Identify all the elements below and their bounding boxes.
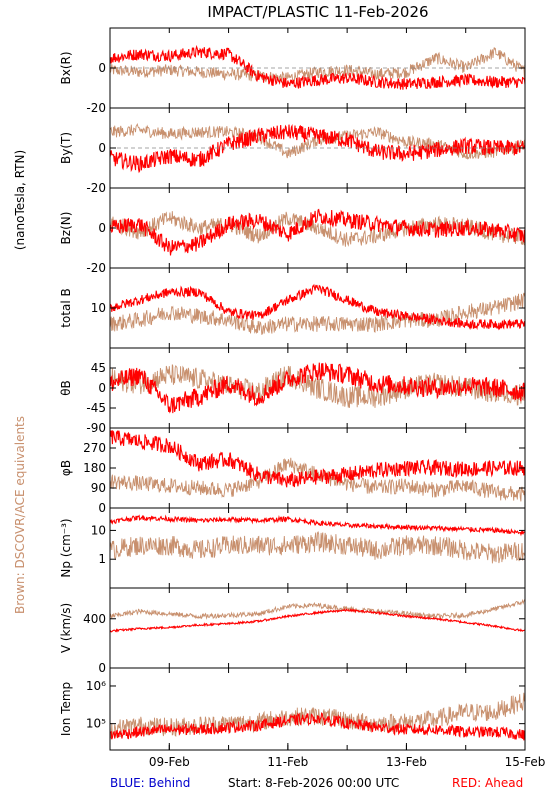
series-np-brown [110,530,525,564]
ylabel-bx: Bx(R) [59,51,73,84]
series-theta-red [110,361,525,414]
ytick-label-phi: 180 [83,461,106,475]
series-by-red [110,123,525,174]
xtick-label: 15-Feb [505,755,546,769]
ytick-label-v: 400 [83,612,106,626]
ylabel-phi: φB [59,460,73,476]
brown-legend-side-label: Brown: DSCOVR/ACE equivalents [13,416,27,614]
series-temp-red [110,712,525,741]
series-bx-red [110,44,525,90]
footer-ahead-label: RED: Ahead [452,776,523,790]
xtick-label: 13-Feb [386,755,427,769]
ytick-label-bz: -20 [86,261,106,275]
series-btotal-brown [110,292,525,336]
panel-v: 400 0 V (km/s) [59,587,526,675]
panel-bz: 0 -20 Bz(N) [59,187,526,275]
ylabel-np: Np (cm⁻³) [59,518,73,577]
ylabel-v: V (km/s) [59,603,73,653]
panel-btotal: 10 total B [59,267,526,349]
ytick-label-by: -20 [86,181,106,195]
series-bz-red [110,208,525,256]
ytick-label-theta: -45 [86,401,106,415]
ytick-label-np: 10 [91,523,106,537]
chart-title: IMPACT/PLASTIC 11-Feb-2026 [207,3,428,21]
ytick-label-phi: 270 [83,441,106,455]
ylabel-btotal: total B [59,288,73,328]
xtick-label: 11-Feb [267,755,308,769]
ylabel-bz: Bz(N) [59,212,73,245]
frame-temp [109,667,526,751]
xtick-label: 09-Feb [149,755,190,769]
ytick-label-bx: 0 [98,61,106,75]
ytick-label-phi: 90 [91,481,106,495]
series-np-red [110,514,525,537]
ylabel-by: By(T) [59,132,73,164]
panel-by: 0 -20 By(T) [59,107,526,195]
ytick-label-temp: 10⁵ [86,717,106,731]
panel-np: 10 1 Np (cm⁻³) [59,507,526,589]
ytick-label-np: 1 [98,552,106,566]
series-v-red [110,608,525,633]
panel-bx: 0 -20 Bx(R) [59,27,526,115]
ytick-label-v: 0 [98,661,106,675]
units-side-label: (nanoTesla, RTN) [13,150,27,250]
footer-behind-label: BLUE: Behind [110,776,190,790]
ytick-label-bx: -20 [86,101,106,115]
ytick-label-by: 0 [98,141,106,155]
panel-phi: 270 180 90 0 φB [59,427,526,515]
ytick-label-theta: 0 [98,381,106,395]
series-theta-brown [110,364,525,408]
series-bz-brown [110,211,525,247]
footer-start-label: Start: 8-Feb-2026 00:00 UTC [228,776,399,790]
series-btotal-red [110,283,525,331]
ytick-label-bz: 0 [98,221,106,235]
panel-theta: 45 0 -45 -90 θB [59,347,526,435]
series-v-brown [110,598,525,621]
ytick-label-theta: -90 [86,421,106,435]
ytick-label-phi: 0 [98,501,106,515]
ytick-label-theta: 45 [91,361,106,375]
ytick-label-btotal: 10 [91,301,106,315]
panel-temp: 10⁶ 10⁵ Ion Temp [59,667,526,751]
series-phi-red [110,429,525,488]
ytick-label-temp: 10⁶ [86,679,106,693]
ylabel-temp: Ion Temp [59,682,73,736]
series-bx-brown [110,47,525,85]
ylabel-theta: θB [59,380,73,396]
